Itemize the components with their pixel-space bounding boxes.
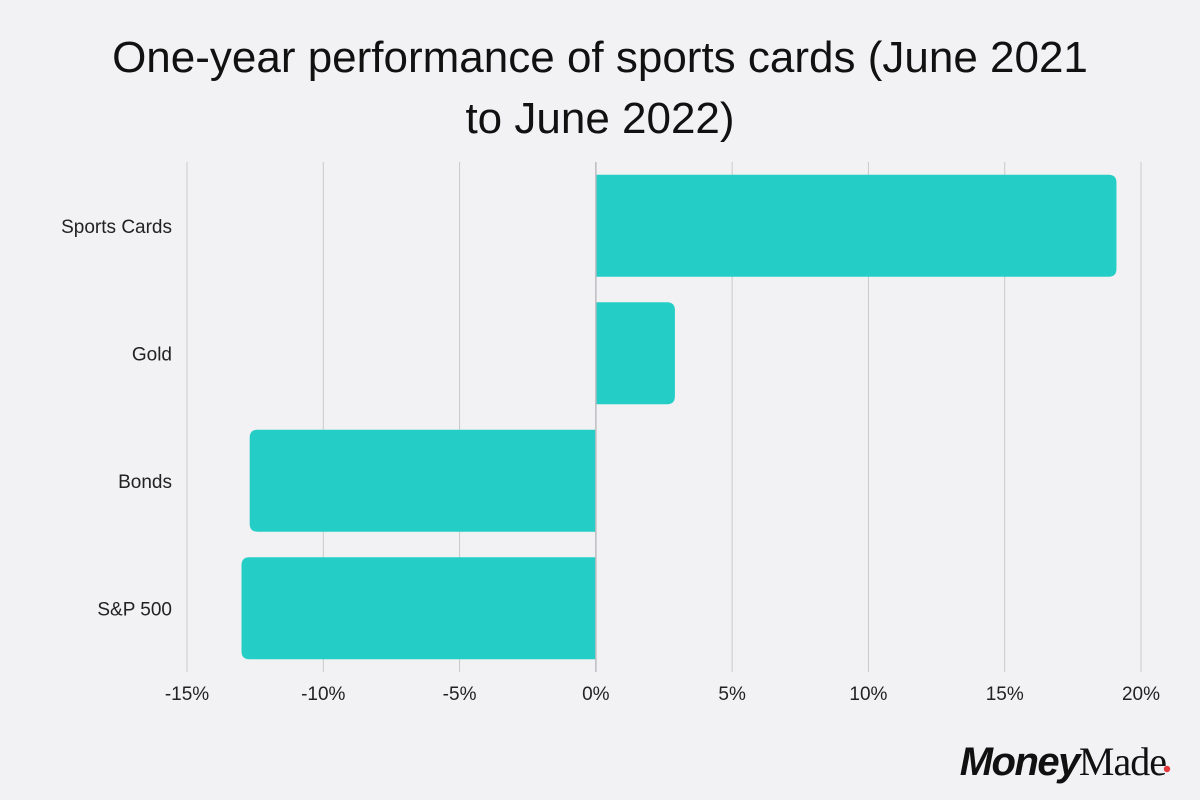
chart-title-line-2: to June 2022) (465, 94, 734, 143)
bar-gold (595, 302, 675, 405)
bar-bonds (249, 429, 596, 532)
x-tick-label: -5% (443, 684, 477, 705)
category-label: Bonds (118, 472, 172, 493)
category-label: S&P 500 (97, 599, 172, 620)
bar-sports-cards (595, 174, 1117, 277)
logo-dot (1163, 765, 1171, 773)
x-tick-label: 20% (1122, 684, 1160, 705)
chart-title-line-1: One-year performance of sports cards (Ju… (112, 33, 1088, 82)
category-label: Sports Cards (61, 217, 172, 238)
x-tick-label: 15% (986, 684, 1024, 705)
x-tick-label: -15% (165, 684, 209, 705)
x-tick-label: 10% (849, 684, 887, 705)
logo-money-text: Money (960, 740, 1082, 784)
x-axis-tick-labels: -15% -10% -5% 0% 5% 10% 15% 20% (165, 684, 1160, 705)
logo-made-text: Made (1079, 739, 1166, 784)
x-tick-label: 0% (582, 684, 610, 705)
bar-s-p-500 (241, 557, 596, 660)
category-labels: Sports Cards Gold Bonds S&P 500 (61, 217, 172, 621)
logo-text: MoneyMade (960, 739, 1167, 784)
bars (241, 174, 1117, 660)
category-label: Gold (132, 344, 172, 365)
x-tick-label: -10% (301, 684, 345, 705)
moneymade-logo: MoneyMade (960, 739, 1171, 784)
x-tick-label: 5% (718, 684, 746, 705)
